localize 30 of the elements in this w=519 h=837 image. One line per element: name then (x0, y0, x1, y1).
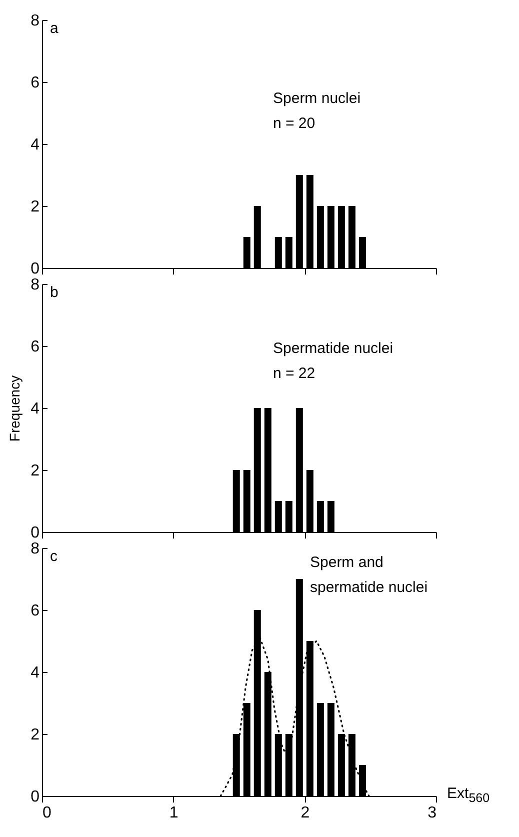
y-axis-title: Frequency (6, 375, 23, 442)
annotation: c (50, 548, 58, 565)
y-tick-label: 6 (30, 338, 40, 356)
y-tick-label: 2 (30, 462, 40, 480)
y-tick-label: 8 (30, 276, 40, 294)
annotation: n = 22 (273, 365, 316, 382)
x-tick-label: 1 (169, 804, 178, 822)
y-tick-label: 0 (30, 260, 40, 278)
y-tick-label: 4 (30, 400, 40, 418)
y-tick-label: 2 (30, 198, 40, 216)
y-tick-label: 6 (30, 602, 40, 620)
y-tick-label: 6 (30, 74, 40, 92)
y-tick-label: 8 (30, 12, 40, 30)
y-tick-label: 2 (30, 726, 40, 744)
x-tick-label: 2 (300, 804, 310, 822)
x-tick-label: 3 (428, 804, 437, 822)
x-axis-title: Ext$_{560}$ (447, 785, 490, 805)
annotation: Sperm nuclei (273, 90, 361, 107)
annotation: spermatide nuclei (310, 579, 428, 596)
y-tick-label: 8 (30, 540, 40, 558)
y-tick-label: 4 (30, 136, 40, 154)
y-tick-label: 0 (30, 524, 40, 542)
annotation: n = 20 (273, 115, 316, 132)
annotation: Sperm and (310, 554, 384, 571)
annotation: Spermatide nuclei (273, 340, 394, 357)
annotation: b (50, 284, 58, 301)
annotation: a (50, 20, 59, 37)
x-tick-label: 0 (42, 804, 52, 822)
y-tick-label: 0 (30, 788, 40, 806)
y-tick-label: 4 (30, 664, 40, 682)
